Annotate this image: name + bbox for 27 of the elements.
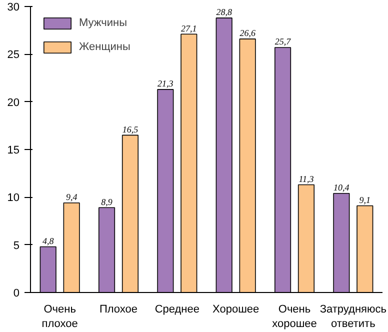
legend-label: Женщины	[79, 41, 130, 53]
x-tick-label: Плохое	[99, 304, 138, 316]
data-label: 21,3	[158, 78, 174, 89]
data-label: 16,5	[122, 124, 139, 134]
x-tick-label: Затрудняюсь ответить	[320, 304, 387, 330]
data-label: 28,8	[216, 7, 232, 18]
y-tick-label: 0	[13, 288, 20, 300]
legend-label: Мужчины	[79, 17, 128, 29]
x-tick-label: Очень плохое	[42, 304, 78, 330]
data-label: 4,8	[42, 236, 54, 246]
data-label: 8,9	[101, 196, 113, 207]
data-label: 25,7	[274, 36, 292, 47]
data-label: 9,1	[359, 194, 371, 205]
y-tick-label: 20	[7, 96, 20, 109]
y-tick-label: 10	[7, 192, 20, 204]
data-label: 11,3	[298, 174, 314, 184]
y-tick-label: 15	[7, 144, 20, 156]
y-tick-label: 5	[13, 240, 20, 252]
data-label: 10,4	[334, 182, 350, 192]
x-tick-label: Очень хорошее	[272, 304, 317, 330]
x-tick-label: Хорошее	[212, 304, 260, 316]
data-label: 9,4	[66, 192, 78, 202]
y-tick-label: 30	[7, 2, 20, 14]
x-tick-label: Среднее	[154, 304, 200, 316]
data-label: 26,6	[240, 28, 256, 38]
y-tick-label: 25	[7, 49, 20, 62]
data-label: 27,1	[181, 23, 197, 34]
